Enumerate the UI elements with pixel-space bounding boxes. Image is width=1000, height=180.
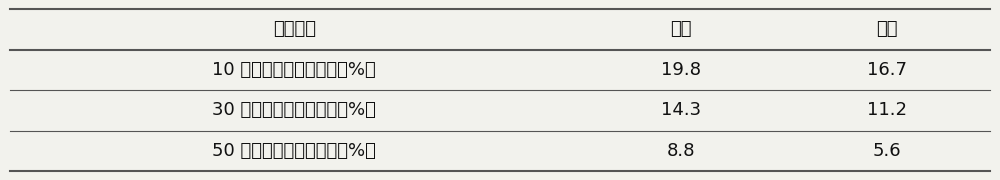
Text: 19.8: 19.8 xyxy=(661,61,701,79)
Text: 16.7: 16.7 xyxy=(867,61,907,79)
Text: 测定指标: 测定指标 xyxy=(273,20,316,38)
Text: 50 天油浓度（质量百分比%）: 50 天油浓度（质量百分比%） xyxy=(212,142,376,160)
Text: 11.2: 11.2 xyxy=(867,101,907,119)
Text: 14.3: 14.3 xyxy=(661,101,701,119)
Text: 30 天油浓度（质量百分比%）: 30 天油浓度（质量百分比%） xyxy=(212,101,376,119)
Text: 8.8: 8.8 xyxy=(667,142,696,160)
Text: 对照: 对照 xyxy=(671,20,692,38)
Text: 10 天油浓度（质量百分比%）: 10 天油浓度（质量百分比%） xyxy=(212,61,376,79)
Text: 菌剂: 菌剂 xyxy=(876,20,898,38)
Text: 5.6: 5.6 xyxy=(873,142,901,160)
